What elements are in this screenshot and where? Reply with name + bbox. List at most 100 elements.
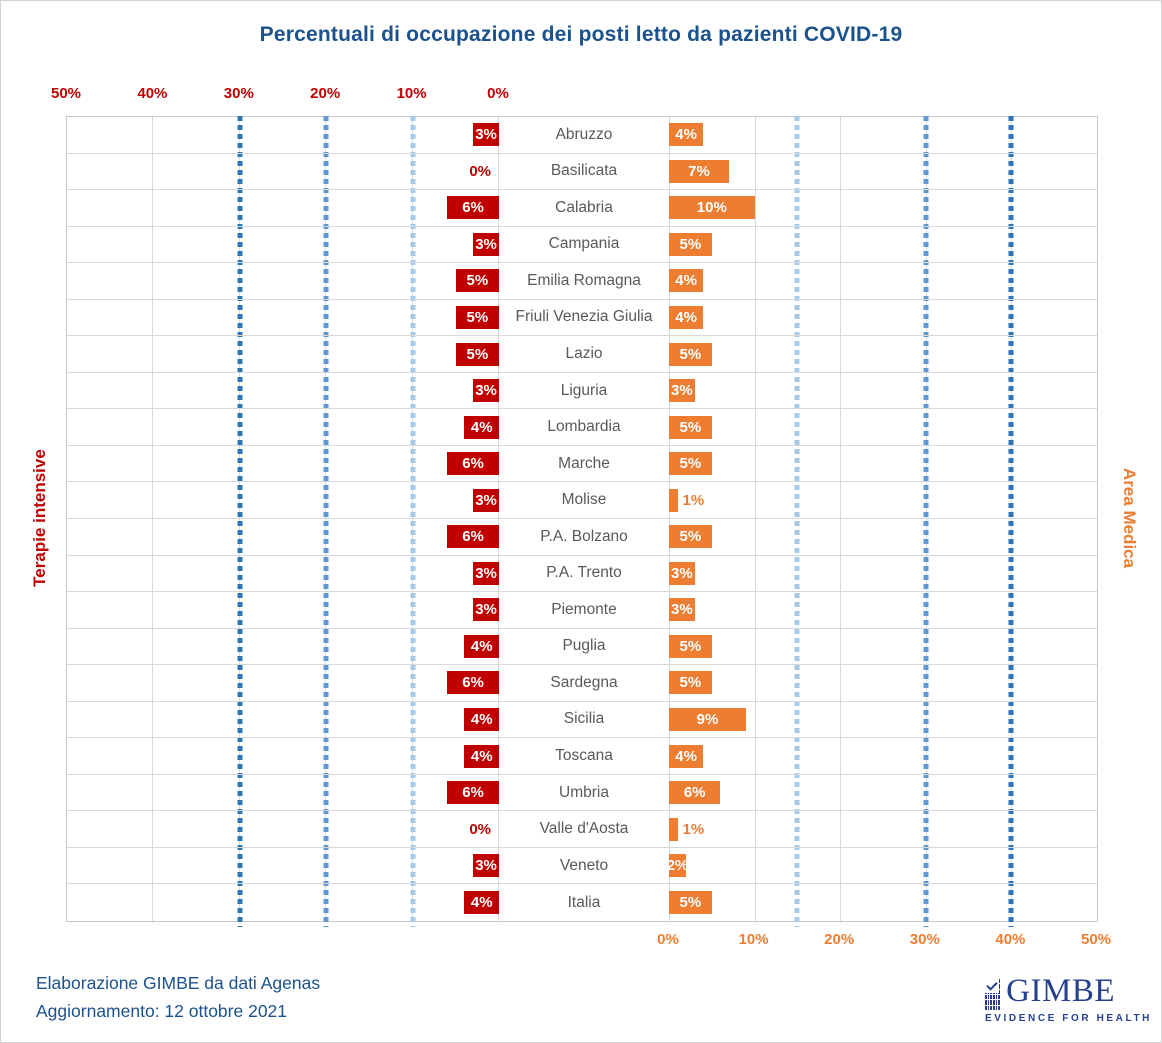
ti-bar: 5% <box>455 305 499 329</box>
ti-bar: 6% <box>447 781 499 805</box>
ti-bar: 6% <box>447 525 499 549</box>
am-value-label: 5% <box>679 455 702 473</box>
ti-threshold-10-line <box>410 116 416 927</box>
left-axis-tick: 40% <box>137 85 168 102</box>
logo-grid-icon <box>985 979 1001 1010</box>
ti-threshold-30-line <box>237 116 243 927</box>
ti-bar: 3% <box>473 232 499 256</box>
ti-bar: 4% <box>464 707 499 731</box>
chart-row: 6% Marche 5% <box>67 446 1097 483</box>
am-bar: 5% <box>669 452 712 476</box>
ti-value-label: 3% <box>475 857 497 875</box>
am-value-label: 1% <box>682 820 705 838</box>
am-value-label: 4% <box>675 747 697 765</box>
am-value-label: 3% <box>670 601 693 619</box>
ti-bar: 5% <box>455 342 499 366</box>
region-label: Veneto <box>559 856 609 874</box>
am-bar: 5% <box>669 232 712 256</box>
am-bar: 5% <box>669 890 712 914</box>
am-bar: 5% <box>669 342 712 366</box>
am-bar: 5% <box>669 525 712 549</box>
region-label: Italia <box>567 893 601 911</box>
ti-value-label: 3% <box>475 491 497 509</box>
chart-row: 6% Calabria 10% <box>67 190 1097 227</box>
am-value-label: 10% <box>696 199 727 217</box>
am-bar: 2% <box>667 854 688 878</box>
logo-tagline: EVIDENCE FOR HEALTH <box>985 1013 1152 1024</box>
ti-bar: 6% <box>447 196 499 220</box>
ti-value-label: 3% <box>475 601 497 619</box>
region-label: Lazio <box>565 345 603 363</box>
chart-row: 4% Sicilia 9% <box>67 702 1097 739</box>
chart-row: 6% Sardegna 5% <box>67 665 1097 702</box>
region-label: Basilicata <box>550 162 618 180</box>
left-axis-tick: 0% <box>487 85 509 102</box>
chart-row: 0% Valle d'Aosta 1% <box>67 811 1097 848</box>
chart-row: 6% P.A. Bolzano 5% <box>67 519 1097 556</box>
right-axis-tick: 0% <box>657 931 679 948</box>
am-value-label: 5% <box>679 345 702 363</box>
chart-row: 0% Basilicata 7% <box>67 154 1097 191</box>
am-value-label: 7% <box>688 162 710 180</box>
am-bar <box>669 488 678 512</box>
ti-bar: 4% <box>464 744 499 768</box>
region-label: Liguria <box>560 381 608 399</box>
region-label: Toscana <box>555 747 613 765</box>
am-value-label: 4% <box>675 308 697 326</box>
ti-bar: 4% <box>464 415 499 439</box>
am-bar: 5% <box>669 415 712 439</box>
ti-value-label: 0% <box>469 820 491 838</box>
ti-value-label: 4% <box>470 637 493 655</box>
am-threshold-15-line <box>794 116 800 927</box>
am-value-label: 4% <box>675 272 697 290</box>
am-bar: 7% <box>669 159 729 183</box>
ti-value-label: 5% <box>466 345 489 363</box>
chart-row: 5% Friuli Venezia Giulia 4% <box>67 300 1097 337</box>
region-label: Calabria <box>555 198 613 216</box>
am-bar: 10% <box>669 196 755 220</box>
ti-value-label: 6% <box>462 455 484 473</box>
region-label: Sicilia <box>563 710 605 728</box>
ti-threshold-20-line <box>323 116 329 927</box>
left-axis-tick: 30% <box>223 85 254 102</box>
ti-bar: 3% <box>473 379 499 403</box>
am-bar: 3% <box>669 561 695 585</box>
region-label: Emilia Romagna <box>527 271 641 289</box>
left-axis-tick: 50% <box>50 85 82 102</box>
am-value-label: 5% <box>679 674 702 692</box>
am-value-label: 5% <box>679 235 702 253</box>
region-label: P.A. Trento <box>546 564 622 582</box>
chart-row: 4% Puglia 5% <box>67 629 1097 666</box>
check-icon <box>986 979 998 991</box>
am-value-label: 5% <box>679 418 702 436</box>
ti-value-label: 0% <box>469 162 491 180</box>
right-axis-tick: 10% <box>738 931 769 948</box>
am-value-label: 6% <box>683 784 706 802</box>
ti-bar: 4% <box>464 634 499 658</box>
ti-value-label: 6% <box>462 674 484 692</box>
am-bar: 5% <box>669 634 712 658</box>
gridline-vertical <box>754 117 756 921</box>
gimbe-logo: GIMBE EVIDENCE FOR HEALTH <box>985 975 1152 1024</box>
ti-bar: 5% <box>455 269 499 293</box>
am-bar: 5% <box>669 671 712 695</box>
am-bar: 4% <box>669 744 704 768</box>
ti-bar: 3% <box>473 561 499 585</box>
am-threshold-30-line <box>923 116 929 927</box>
am-value-label: 5% <box>679 637 702 655</box>
am-value-label: 1% <box>682 491 705 509</box>
ti-bar: 6% <box>447 452 499 476</box>
region-label: Abruzzo <box>555 125 613 143</box>
chart-row: 3% Abruzzo 4% <box>67 117 1097 154</box>
am-bar: 4% <box>669 305 704 329</box>
am-value-label: 3% <box>670 564 693 582</box>
logo-check-box <box>985 979 999 993</box>
chart-row: 6% Umbria 6% <box>67 775 1097 812</box>
am-bar: 3% <box>669 379 695 403</box>
region-label: Sardegna <box>550 673 618 691</box>
chart-row: 3% Veneto 2% <box>67 848 1097 885</box>
ti-value-label: 4% <box>470 893 493 911</box>
chart-row: 3% P.A. Trento 3% <box>67 556 1097 593</box>
ti-bar: 3% <box>473 123 499 147</box>
chart-row: 3% Liguria 3% <box>67 373 1097 410</box>
